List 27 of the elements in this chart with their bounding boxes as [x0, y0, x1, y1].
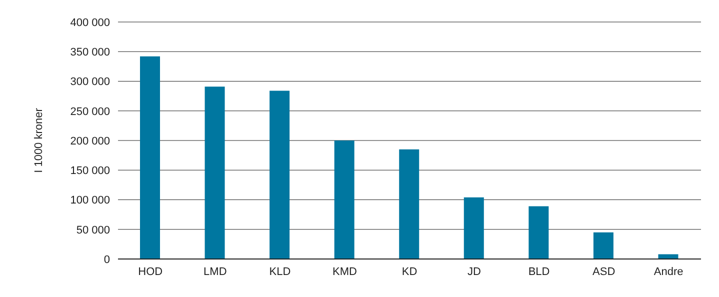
y-tick-label: 0 [104, 254, 110, 266]
bar [593, 232, 614, 259]
bar [270, 90, 290, 259]
x-tick-label: KD [402, 266, 418, 278]
bar [140, 56, 160, 259]
y-tick-label: 100 000 [70, 194, 110, 207]
bar [528, 206, 549, 259]
y-tick-label: 50 000 [76, 224, 110, 236]
bar [204, 86, 225, 259]
y-tick-label: 400 000 [70, 16, 110, 29]
y-tick-label: 150 000 [70, 165, 110, 178]
bar [334, 140, 354, 259]
x-tick-label: HOD [138, 266, 163, 278]
x-tick-label: Andre [654, 266, 684, 278]
x-tick-label: KMD [332, 266, 357, 278]
y-tick-label: 250 000 [70, 106, 110, 118]
x-tick-label: LMD [204, 266, 227, 278]
y-tick-label: 350 000 [70, 46, 110, 59]
x-tick-label: BLD [528, 266, 550, 278]
y-tick-label: 200 000 [70, 135, 110, 148]
x-tick-label: JD [468, 266, 482, 278]
x-tick-label: ASD [592, 266, 616, 278]
y-tick-label: 300 000 [70, 76, 110, 88]
bar [399, 149, 420, 259]
bar [464, 197, 484, 259]
y-axis-title: I 1000 kroner [32, 108, 45, 173]
x-tick-label: KLD [269, 266, 291, 278]
